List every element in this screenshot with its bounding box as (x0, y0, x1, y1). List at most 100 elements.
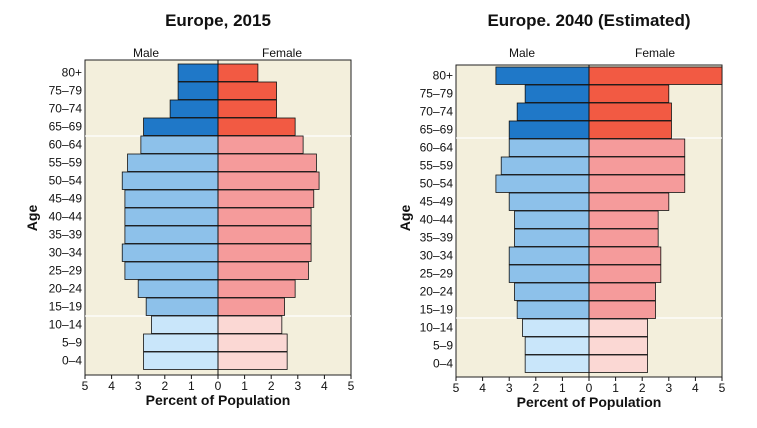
bar-male-3 (508, 120, 590, 139)
bar-male-11 (508, 264, 590, 283)
age-label: 55–59 (420, 159, 454, 173)
bar-male-12 (137, 279, 219, 298)
x-tick-label: 5 (453, 381, 460, 395)
bar-male-10 (508, 246, 590, 265)
bar-male-1 (524, 84, 590, 103)
bar-male-5 (500, 156, 590, 175)
age-label: 30–34 (420, 249, 454, 263)
male-label: Male (509, 46, 535, 60)
bar-male-14 (151, 315, 219, 334)
x-tick-label: 1 (241, 379, 248, 393)
age-label: 25–29 (49, 264, 83, 278)
age-label: 50–54 (420, 177, 454, 191)
bar-male-7 (124, 189, 219, 208)
pyramid-europe-2040: Europe. 2040 (Estimated) Male Female 80+… (397, 11, 726, 410)
age-label: 10–14 (420, 321, 454, 335)
bar-female-6 (217, 171, 320, 190)
age-labels: 80+ 75–79 70–74 65–69 60–64 55–59 50–54 45–49 40… (49, 66, 83, 368)
bar-female-9 (217, 225, 312, 244)
age-label: 40–44 (420, 213, 454, 227)
x-tick-label: 1 (188, 379, 195, 393)
bar-female-12 (217, 279, 296, 298)
age-label: 55–59 (49, 156, 83, 170)
x-tick-label: 5 (348, 379, 355, 393)
bar-female-6 (588, 174, 686, 193)
bar-male-8 (514, 210, 590, 229)
bar-male-4 (140, 135, 219, 154)
age-labels: 80+ 75–79 70–74 65–69 60–64 55–59 50–54 45–49 40… (420, 69, 454, 371)
bar-female-4 (588, 138, 686, 157)
age-label: 45–49 (420, 195, 454, 209)
bar-male-4 (508, 138, 590, 157)
bar-female-7 (588, 192, 670, 211)
age-label: 80+ (433, 69, 453, 83)
age-label: 70–74 (49, 102, 83, 116)
bars (495, 66, 723, 373)
age-label: 25–29 (420, 267, 454, 281)
y-axis-label: Age (397, 205, 413, 232)
bar-female-16 (217, 351, 288, 370)
x-tick-label: 3 (135, 379, 142, 393)
x-ticks: 5 4 3 2 1 0 1 2 3 4 5 (82, 375, 355, 393)
age-label: 20–24 (49, 282, 83, 296)
x-tick-label: 2 (639, 381, 646, 395)
x-tick-label: 3 (506, 381, 513, 395)
bar-female-16 (588, 354, 648, 373)
age-label: 10–14 (49, 318, 83, 332)
x-tick-label: 4 (108, 379, 115, 393)
age-label: 20–24 (420, 285, 454, 299)
age-label: 75–79 (49, 84, 83, 98)
x-tick-label: 0 (215, 379, 222, 393)
bar-male-9 (124, 225, 219, 244)
x-ticks: 5 4 3 2 1 0 1 2 3 4 5 (453, 377, 726, 395)
bar-male-14 (522, 318, 590, 337)
bar-male-7 (508, 192, 590, 211)
bar-male-16 (524, 354, 590, 373)
bar-male-2 (516, 102, 590, 121)
bar-male-9 (514, 228, 590, 247)
male-label: Male (133, 46, 159, 60)
bar-female-7 (217, 189, 315, 208)
bar-female-11 (588, 264, 662, 283)
bar-male-5 (127, 153, 219, 172)
chart-title: Europe, 2015 (165, 11, 271, 30)
bars (121, 63, 320, 370)
bar-female-3 (217, 117, 296, 136)
bar-female-4 (217, 135, 304, 154)
age-label: 60–64 (420, 141, 454, 155)
x-tick-label: 1 (559, 381, 566, 395)
bar-female-3 (588, 120, 672, 139)
bar-female-2 (588, 102, 672, 121)
age-label: 5–9 (433, 339, 453, 353)
female-label: Female (635, 46, 675, 60)
age-label: 75–79 (420, 87, 454, 101)
bar-male-2 (169, 99, 219, 118)
age-label: 15–19 (49, 300, 83, 314)
age-label: 40–44 (49, 210, 83, 224)
age-label: 65–69 (49, 120, 83, 134)
chart-title: Europe. 2040 (Estimated) (487, 11, 690, 30)
bar-female-0 (588, 66, 723, 85)
age-label: 50–54 (49, 174, 83, 188)
bar-female-15 (588, 336, 648, 355)
age-label: 45–49 (49, 192, 83, 206)
age-label: 15–19 (420, 303, 454, 317)
x-tick-label: 4 (479, 381, 486, 395)
bar-female-13 (217, 297, 285, 316)
bar-male-13 (516, 300, 590, 319)
pyramid-europe-2015: Europe, 2015 Male Female 80+ 75–79 70–74 65… (24, 11, 355, 408)
age-label: 70–74 (420, 105, 454, 119)
bar-male-15 (143, 333, 219, 352)
bar-female-9 (588, 228, 659, 247)
x-tick-label: 2 (268, 379, 275, 393)
female-label: Female (262, 46, 302, 60)
bar-male-0 (495, 66, 590, 85)
bar-female-13 (588, 300, 656, 319)
age-label: 30–34 (49, 246, 83, 260)
bar-female-14 (588, 318, 648, 337)
bar-female-1 (588, 84, 670, 103)
age-label: 5–9 (62, 336, 82, 350)
x-axis-label: Percent of Population (517, 394, 662, 410)
x-tick-label: 3 (294, 379, 301, 393)
